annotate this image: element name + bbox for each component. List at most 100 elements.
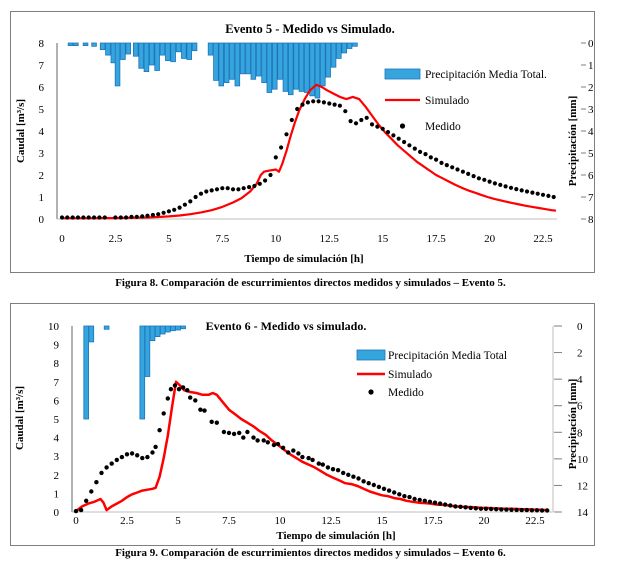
precipitation-bar	[170, 42, 176, 63]
medido-dot	[157, 428, 162, 433]
y-axis-left-tick-label: 4	[39, 126, 45, 138]
medido-dot	[540, 192, 546, 197]
medido-dot	[156, 212, 161, 217]
medido-dot	[366, 481, 371, 486]
precipitation-bar	[213, 42, 219, 81]
medido-dot	[59, 215, 65, 220]
x-axis-title: Tiempo de simulación [h]	[276, 530, 395, 542]
medido-dot	[172, 207, 177, 212]
medido-dot	[519, 188, 524, 193]
medido-dot	[463, 505, 468, 510]
precipitation-bar	[165, 42, 171, 62]
legend-simulado-label: Simulado	[425, 95, 469, 107]
medido-dot	[102, 215, 107, 220]
medido-dot	[265, 440, 270, 445]
medido-dot	[356, 476, 361, 481]
medido-dot	[519, 507, 524, 513]
medido-dot	[129, 451, 135, 456]
figure-8-caption: Figura 8. Comparación de escurrimientos …	[115, 277, 506, 289]
medido-dot	[109, 461, 114, 466]
medido-dot	[268, 172, 273, 178]
precipitation-bar	[170, 325, 176, 332]
precipitation-bar	[120, 42, 126, 60]
medido-dot	[337, 103, 342, 108]
medido-dot	[241, 435, 246, 440]
precipitation-bar	[330, 42, 337, 68]
precipitation-bar	[99, 42, 106, 50]
medido-dot	[443, 502, 448, 507]
medido-dot	[492, 181, 497, 186]
y-axis-right-tick-label: 2	[577, 348, 583, 360]
medido-dot	[434, 157, 439, 162]
medido-dot	[422, 498, 427, 503]
medido-dot	[81, 215, 86, 220]
medido-dot	[273, 155, 278, 160]
medido-dot	[503, 184, 508, 189]
medido-dot	[386, 488, 392, 493]
medido-dot	[514, 187, 519, 192]
x-axis-tick-label: 2.5	[109, 233, 123, 245]
y-axis-left-tick-label: 6	[54, 395, 60, 407]
legend-medido-label: Medido	[388, 387, 424, 399]
precipitation-bar	[133, 42, 139, 57]
medido-dot	[364, 115, 369, 120]
medido-dot	[375, 124, 380, 129]
medido-dot	[251, 435, 256, 440]
precipitation-bar	[255, 42, 262, 77]
medido-dot	[214, 420, 219, 425]
medido-dot	[97, 215, 102, 220]
x-axis-tick-label: 10	[270, 233, 282, 245]
medido-dot	[487, 179, 492, 184]
medido-dot	[439, 160, 444, 165]
medido-dot	[478, 506, 484, 511]
precipitation-bar	[271, 42, 278, 90]
precipitation-bar	[83, 325, 90, 420]
y-axis-left-tick-label: 5	[54, 414, 60, 426]
x-axis-tick-label: 10	[275, 515, 287, 527]
precipitation-bar	[175, 325, 181, 331]
medido-dot	[311, 99, 316, 104]
precipitation-bar	[320, 42, 326, 87]
x-axis-tick-label: 17.5	[427, 233, 447, 245]
medido-dot	[504, 507, 509, 512]
medido-dot	[509, 507, 514, 512]
y-axis-left-tick-label: 7	[39, 60, 45, 72]
medido-dot	[99, 470, 104, 476]
medido-dot	[279, 145, 284, 150]
precipitation-bar	[175, 42, 182, 53]
x-axis-tick-label: 15	[377, 233, 389, 245]
medido-dot	[94, 480, 99, 485]
x-axis-tick-label: 2.5	[120, 515, 134, 527]
medido-dot	[70, 215, 75, 220]
precipitation-bar	[293, 42, 299, 90]
medido-dot	[65, 215, 70, 220]
precipitation-bar	[138, 42, 144, 69]
medido-dot	[391, 133, 396, 138]
precipitation-bar	[266, 42, 273, 93]
medido-dot	[551, 194, 556, 200]
y-axis-right-tick-label: 3	[588, 104, 594, 116]
medido-dot	[458, 504, 463, 509]
precipitation-bar	[282, 42, 289, 92]
medido-dot	[257, 181, 262, 186]
y-axis-left-tick-label: 2	[54, 470, 60, 482]
y-axis-left-tick-label: 6	[39, 82, 45, 94]
medido-dot	[524, 507, 529, 513]
medido-dot	[140, 455, 145, 461]
precipitation-bar	[105, 42, 111, 56]
precipitation-bar	[103, 325, 110, 330]
figure-9-caption: Figura 9. Comparación de escurrimientos …	[115, 547, 506, 559]
medido-dot	[198, 407, 203, 412]
medido-dot	[185, 388, 190, 393]
medido-dot	[252, 183, 257, 189]
medido-dot	[407, 143, 412, 148]
medido-dot	[124, 215, 129, 220]
medido-dot	[476, 176, 481, 181]
medido-dot	[514, 507, 519, 513]
medido-dot	[261, 438, 266, 443]
medido-dot	[168, 387, 174, 392]
precipitation-bar	[325, 42, 331, 78]
legend-medido-swatch	[399, 123, 406, 129]
precipitation-bar	[223, 42, 230, 83]
medido-dot	[330, 467, 336, 472]
